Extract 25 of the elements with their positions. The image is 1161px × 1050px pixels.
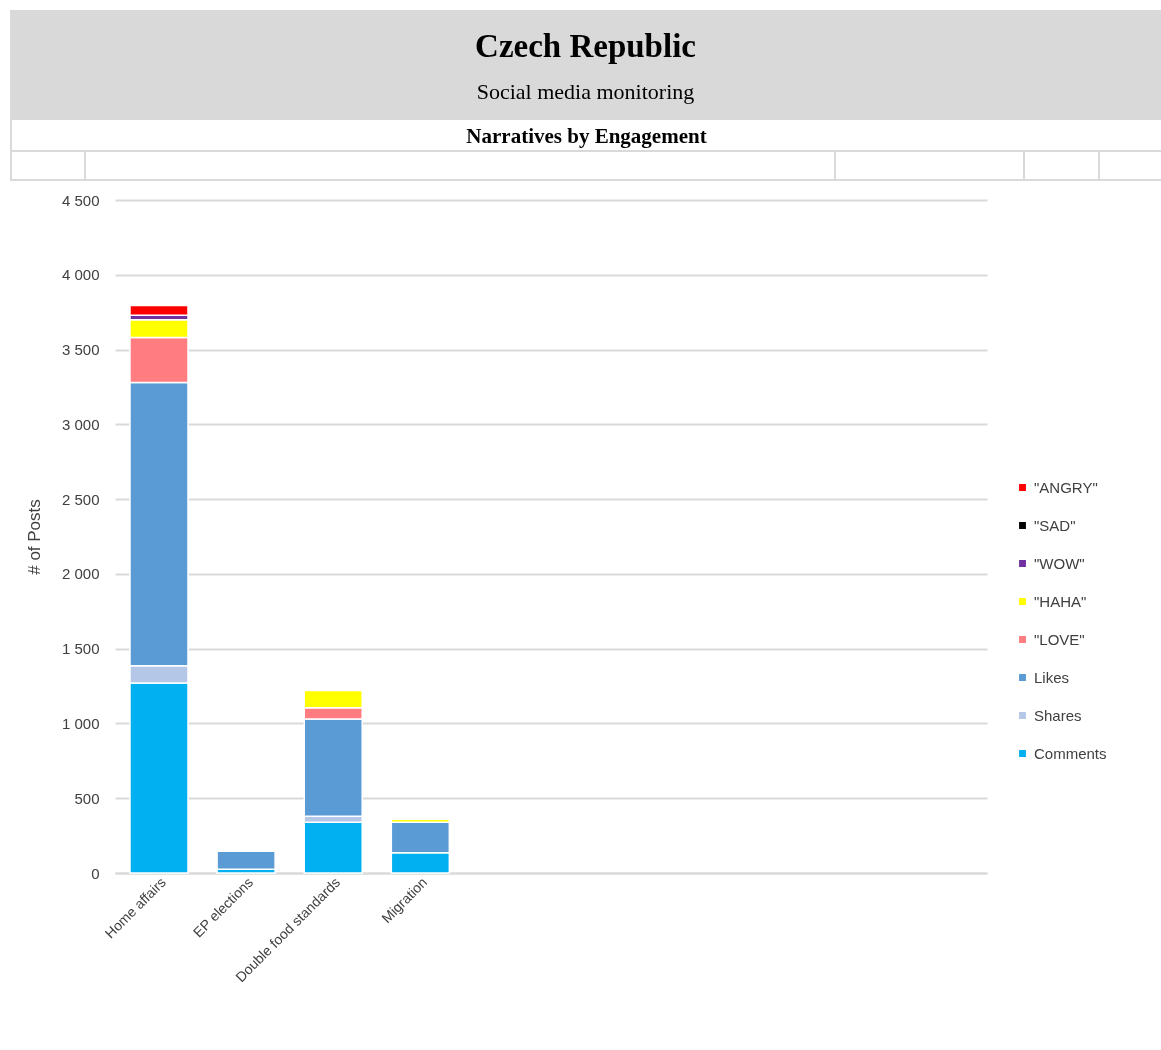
legend-label: "HAHA" — [1034, 592, 1087, 610]
legend-label: Likes — [1034, 668, 1070, 686]
y-tick-label: 4 000 — [61, 266, 100, 284]
y-tick-label: 0 — [91, 864, 100, 882]
y-tick-label: 500 — [74, 789, 100, 807]
y-tick-label: 1 000 — [61, 714, 100, 732]
chart-title: Czech Republic — [474, 28, 697, 65]
legend-label: Comments — [1034, 744, 1107, 762]
chart-subtitle: Social media monitoring — [475, 79, 696, 105]
legend-label: "SAD" — [1034, 516, 1076, 534]
bar — [129, 304, 189, 316]
legend-label: "WOW" — [1034, 554, 1085, 572]
bar — [303, 821, 363, 874]
y-tick-label: 4 500 — [61, 191, 100, 209]
y-tick-label: 3 000 — [61, 415, 100, 433]
legend-label: "ANGRY" — [1034, 478, 1098, 496]
y-tick-label: 3 500 — [61, 341, 100, 359]
text: Narratives by Engagement — [10, 120, 1161, 152]
legend-label: "LOVE" — [1034, 630, 1085, 648]
y-tick-label: 2 000 — [61, 565, 100, 583]
y-tick-label: 2 500 — [61, 490, 100, 508]
bar — [216, 850, 276, 871]
legend-label: Shares — [1034, 706, 1082, 724]
y-tick-label: 1 500 — [61, 640, 100, 658]
y-axis-title: # of Posts — [24, 499, 44, 575]
